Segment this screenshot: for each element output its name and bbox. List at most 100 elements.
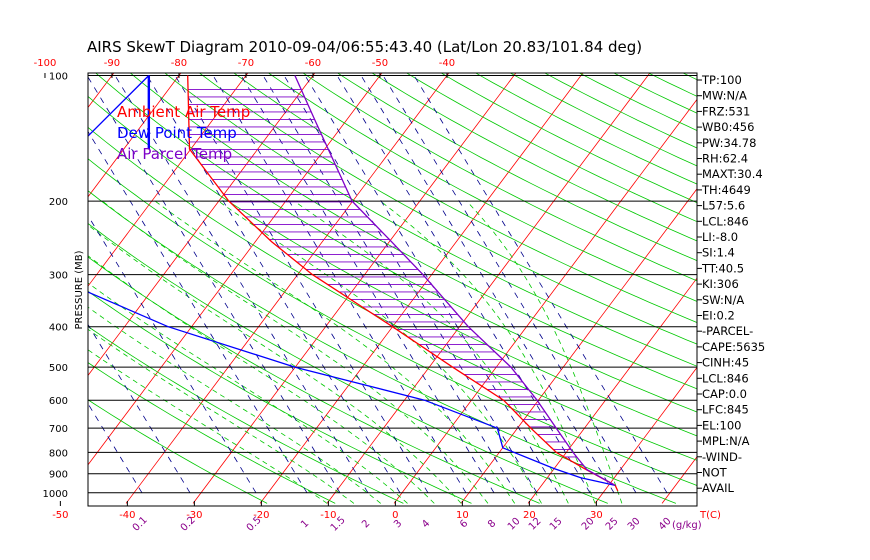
- mixing-ratio-unit: (g/kg): [672, 520, 702, 531]
- bottom-tick-label: -40: [119, 510, 135, 521]
- isotherm: [393, 98, 697, 504]
- mixing-ratio-label: 1: [299, 518, 311, 530]
- top-tick-label: -70: [238, 58, 254, 69]
- stats-label: TT:40.5: [701, 261, 744, 275]
- legend-entry: Ambient Air Temp: [117, 103, 250, 121]
- stats-label: LI:-8.0: [702, 230, 738, 244]
- stats-label: CINH:45: [702, 356, 749, 370]
- pressure-tick-label: 1000: [43, 489, 68, 500]
- moist-adiabat: [466, 200, 623, 504]
- dry-adiabat: [302, 73, 697, 282]
- stats-label: L57:5.6: [702, 199, 745, 213]
- mixing-ratio-line: [413, 75, 668, 494]
- dry-adiabat: [819, 72, 870, 504]
- stats-label: -WIND-: [702, 450, 742, 464]
- dry-adiabat: [198, 73, 697, 345]
- plot-frame: [87, 72, 698, 507]
- pressure-tick-label: 500: [49, 363, 68, 374]
- isotherm: [661, 456, 697, 504]
- mixing-ratio-line: [382, 75, 637, 494]
- isotherm: [192, 73, 517, 504]
- top-tick-label: -60: [305, 58, 321, 69]
- mixing-ratio-line: [114, 75, 369, 494]
- stats-label: -PARCEL-: [702, 324, 753, 338]
- mixing-ratio-label: 10: [506, 516, 523, 533]
- bottom-tick-label: 10: [456, 510, 469, 521]
- dry-adiabat: [405, 73, 697, 223]
- dry-adiabat: [440, 73, 697, 204]
- mixing-ratio-line: [360, 75, 615, 494]
- moist-adiabat: [102, 200, 489, 504]
- profile-ambient-air-temp: [187, 75, 619, 492]
- isotherm: [594, 366, 697, 504]
- pressure-tick-label: 300: [49, 271, 68, 282]
- moist-adiabat: [88, 255, 435, 504]
- mixing-ratio-label: 30: [626, 516, 643, 533]
- top-temp-axis: -120-110-100-90-80-70-60-50-40: [34, 58, 455, 78]
- profile-lines: [88, 75, 619, 492]
- stats-label: EL:100: [702, 418, 742, 432]
- stats-label: TP:100: [701, 73, 742, 87]
- stats-label: SW:N/A: [702, 293, 744, 307]
- bottom-tick-label: 20: [523, 510, 536, 521]
- stats-label: KI:306: [702, 277, 739, 291]
- bottom-tick-label: -50: [52, 510, 68, 521]
- stats-label: FRZ:531: [702, 104, 750, 118]
- dry-adiabat: [88, 222, 608, 504]
- moist-adiabat: [154, 200, 516, 504]
- top-tick-label: -100: [34, 58, 57, 69]
- stats-label: MW:N/A: [702, 89, 747, 103]
- bottom-tick-label: 0: [392, 510, 398, 521]
- y-axis-label: PRESSURE (MB): [74, 250, 85, 329]
- stats-label: AVAIL: [702, 481, 735, 495]
- isotherm: [88, 73, 316, 377]
- moist-adiabat: [88, 328, 355, 504]
- pressure-tick-label: 100: [49, 72, 68, 83]
- pressure-lines: [88, 75, 697, 494]
- dry-adiabat: [784, 72, 870, 504]
- dry-adiabat: [233, 73, 697, 323]
- dry-adiabat: [474, 73, 697, 185]
- isotherm: [527, 277, 697, 504]
- moist-adiabat: [218, 200, 542, 504]
- moist-adiabat: [88, 306, 381, 504]
- dry-adiabat: [543, 73, 697, 149]
- mixing-ratio-line: [146, 75, 401, 494]
- dry-adiabat: [129, 73, 697, 390]
- stats-label: MPL:N/A: [702, 434, 750, 448]
- mixing-ratio-label: 8: [486, 518, 498, 530]
- mixing-ratio-line: [88, 130, 308, 494]
- legend: Ambient Air Temp Dew Point Temp Air Parcel…: [117, 103, 250, 163]
- bottom-tick-label: -30: [186, 510, 202, 521]
- isotherm: [326, 73, 651, 504]
- pressure-tick-label: 400: [49, 323, 68, 334]
- dry-adiabat: [267, 73, 697, 302]
- bottom-tick-label: -20: [253, 510, 269, 521]
- stats-label: EI:0.2: [702, 309, 735, 323]
- dry-adiabat: [164, 73, 697, 367]
- profile-dew-point-temp: [88, 75, 616, 487]
- dry-adiabat: [88, 362, 336, 504]
- legend-entry: Air Parcel Temp: [117, 145, 232, 163]
- stats-label: MAXT:30.4: [702, 167, 763, 181]
- bottom-temp-axis: -50 -40 -30 -20 -10 0 10 20 30: [52, 501, 603, 521]
- isotherm: [88, 73, 383, 466]
- stats-label: SI:1.4: [702, 246, 735, 260]
- pressure-tick-label: 800: [49, 448, 68, 459]
- stats-label: RH:62.4: [702, 152, 748, 166]
- stats-label: WB0:456: [702, 120, 754, 134]
- isotherm: [88, 73, 182, 198]
- dry-adiabat: [88, 95, 697, 437]
- dry-adiabat: [509, 73, 697, 167]
- top-tick-label: -80: [171, 58, 187, 69]
- mixing-ratio-label: 4: [420, 518, 432, 530]
- x-axis-label: T(C): [699, 510, 721, 521]
- stats-label: LCL:846: [702, 371, 749, 385]
- bottom-tick-label: -10: [320, 510, 336, 521]
- legend-entry: Dew Point Temp: [117, 124, 237, 142]
- dry-adiabat: [88, 399, 268, 504]
- isotherm: [88, 73, 249, 287]
- pressure-tick-label: 700: [49, 424, 68, 435]
